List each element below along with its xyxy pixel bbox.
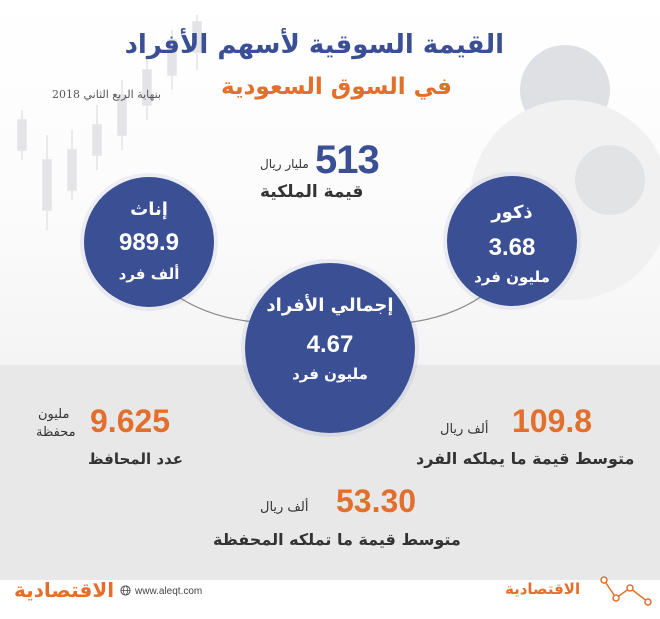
trend-line-icon	[600, 576, 652, 606]
male-value: 3.68	[488, 234, 536, 261]
total-individuals-label: إجمالي الأفراد	[266, 295, 394, 316]
candlestick-decoration	[17, 15, 202, 230]
globe-icon	[120, 585, 131, 596]
female-investors-circle: إناث 989.9 ألف فرد	[84, 177, 214, 307]
page-subtitle: في السوق السعودية	[221, 74, 452, 100]
total-individuals-value: 4.67	[306, 331, 354, 358]
ownership-value: 513	[315, 138, 380, 182]
female-label: إناث	[130, 199, 168, 220]
website-url-text: www.aleqt.com	[135, 586, 203, 597]
avg-individual-value: 109.8	[512, 403, 593, 439]
ownership-label: قيمة الملكية	[260, 182, 364, 202]
portfolios-unit-line2: محفظة	[36, 425, 76, 440]
portfolios-unit-line1: مليون	[38, 407, 70, 422]
brand-logo-left: الاقتصادية	[14, 578, 115, 602]
total-individuals-unit: مليون فرد	[292, 365, 368, 383]
brand-logo-right: الاقتصادية	[505, 580, 581, 598]
avg-portfolio-label: متوسط قيمة ما تملكه المحفظة	[213, 530, 461, 549]
avg-individual-unit: ألف ريال	[440, 422, 489, 437]
total-individuals-circle: إجمالي الأفراد 4.67 مليون فرد	[245, 263, 415, 433]
female-unit: ألف فرد	[118, 265, 180, 283]
portfolios-value: 9.625	[90, 403, 171, 439]
period-label: بنهاية الربع الثاني 2018	[52, 88, 161, 101]
ownership-unit: مليار ريال	[260, 157, 309, 171]
decorative-circle	[575, 145, 645, 215]
portfolios-label: عدد المحافظ	[88, 450, 183, 468]
website-url[interactable]: www.aleqt.com	[120, 585, 202, 597]
male-investors-circle: ذكور 3.68 مليون فرد	[447, 176, 577, 306]
male-label: ذكور	[491, 202, 533, 223]
avg-portfolio-value: 53.30	[336, 483, 417, 519]
avg-portfolio-unit: ألف ريال	[260, 500, 309, 515]
avg-individual-label: متوسط قيمة ما يملكه الفرد	[416, 449, 635, 468]
male-unit: مليون فرد	[474, 268, 550, 286]
female-value: 989.9	[118, 229, 180, 256]
page-title: القيمة السوقية لأسهم الأفراد	[124, 30, 504, 60]
